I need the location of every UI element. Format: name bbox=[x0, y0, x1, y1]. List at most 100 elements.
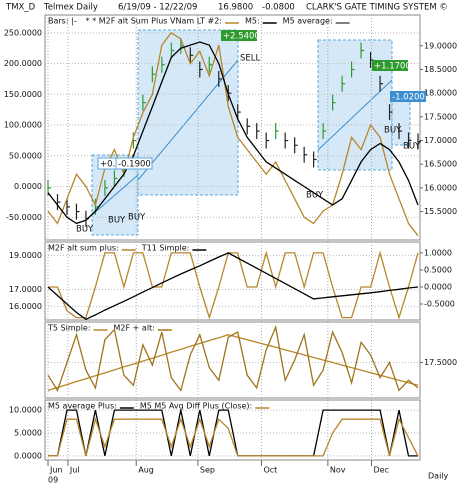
y2-tick-label: 16.0000 bbox=[424, 183, 457, 192]
y2-tick-label: 19.0000 bbox=[424, 41, 457, 50]
plots: Jun Jul Aug Sep Oct Nov Dec 09 Daily 250.0000 200.… bbox=[4, 15, 457, 485]
date-range: 6/19/09 - 12/22/09 bbox=[118, 3, 197, 13]
trade-box bbox=[317, 39, 393, 171]
y-tick-label: 200.0000 bbox=[4, 59, 42, 68]
trade-box bbox=[137, 29, 239, 196]
y-tick-label: 50.0000 bbox=[9, 151, 42, 160]
series-line bbox=[47, 334, 419, 392]
y2-tick-label: 1.0000 bbox=[424, 248, 452, 257]
price-bar bbox=[189, 47, 194, 64]
y-tick-label: 10.0000 bbox=[9, 406, 42, 415]
symbol: TMX_D bbox=[5, 3, 36, 13]
y2-tick-label: 17.5000 bbox=[424, 358, 457, 367]
annotation: BUY bbox=[306, 191, 324, 201]
price-bar bbox=[208, 56, 213, 73]
panel-frames bbox=[44, 14, 421, 461]
price-bar bbox=[388, 104, 393, 121]
price-bar bbox=[417, 133, 421, 150]
price-bar bbox=[265, 132, 270, 149]
series-line bbox=[48, 416, 419, 457]
y2-tick-label: 16.5000 bbox=[424, 160, 457, 169]
price-bar bbox=[407, 132, 412, 149]
price-bar bbox=[332, 94, 336, 111]
price-bar bbox=[170, 42, 175, 59]
x-year-label: 09 bbox=[48, 476, 58, 485]
panel-frame bbox=[44, 321, 421, 399]
y-tick-label: 0.0000 bbox=[14, 451, 42, 460]
panel-frame bbox=[44, 14, 421, 241]
legend-label: * * M2F alt Sum Plus VNam LT #2: bbox=[86, 17, 222, 26]
x-tick-label: Jun bbox=[49, 466, 63, 475]
annotation: SELL bbox=[240, 54, 261, 64]
header: TMX_D Telmex Daily 6/19/09 - 12/22/09 16… bbox=[5, 3, 448, 13]
annotation: BUY bbox=[384, 126, 402, 136]
price-bar bbox=[151, 66, 156, 83]
interval-label: Daily bbox=[428, 472, 449, 481]
legend-label: M5 average Plus: bbox=[48, 402, 117, 411]
price-bar bbox=[104, 179, 108, 196]
price-bar bbox=[294, 137, 298, 154]
y2-tick-label: 18.0000 bbox=[424, 89, 457, 98]
annotation: -1.0200 bbox=[392, 93, 425, 103]
price-bar bbox=[142, 94, 146, 111]
x-tick-label: Jul bbox=[69, 466, 80, 475]
annotation: BUY bbox=[76, 225, 94, 235]
instrument-name: Telmex Daily bbox=[43, 3, 98, 13]
annotation-box bbox=[372, 60, 408, 71]
x-tick-label: Nov bbox=[330, 466, 346, 475]
y-tick-label: 19.0000 bbox=[9, 251, 42, 260]
y-tick-label: 16.0000 bbox=[9, 302, 42, 311]
price-bar bbox=[398, 123, 403, 140]
series-line bbox=[48, 250, 419, 320]
annotations: +2.5400 SELL +0. -0.1900 BUY BUY BUY +1.… bbox=[76, 30, 426, 235]
annotation-box bbox=[390, 91, 426, 102]
annotation: BUY bbox=[128, 213, 146, 223]
legend-label: M2F + alt: bbox=[114, 324, 155, 333]
y-tick-label: 0.0000 bbox=[14, 182, 42, 191]
price-bar bbox=[284, 132, 289, 149]
y-tick-label: 150.0000 bbox=[4, 90, 42, 99]
x-tick-label: Oct bbox=[263, 466, 277, 475]
price-bar bbox=[275, 123, 279, 140]
trend-line bbox=[137, 59, 239, 181]
legend-label: Bars: |- bbox=[48, 17, 77, 26]
panel-frame bbox=[44, 241, 421, 321]
price-bar bbox=[132, 132, 137, 149]
price-bar bbox=[113, 170, 118, 187]
legend-label: M5 M5 Avg Diff Plus (Close): bbox=[140, 402, 252, 411]
x-tick-label: Dec bbox=[374, 466, 389, 475]
legend-label: M5: bbox=[245, 17, 260, 26]
price-bar bbox=[199, 61, 203, 78]
legend-label: M5 average: bbox=[283, 17, 333, 26]
y-tick-label: -50.0000 bbox=[6, 213, 42, 222]
legend-label: M2F alt sum plus: bbox=[48, 244, 119, 253]
legend-label: T11 Simple: bbox=[141, 244, 190, 253]
annotation: BUY bbox=[108, 216, 126, 226]
price-bar bbox=[246, 118, 251, 135]
y-tick-label: 250.0000 bbox=[4, 28, 42, 37]
last-price: 16.9800 bbox=[218, 3, 253, 13]
price-bar bbox=[341, 75, 346, 92]
y2-tick-label: 18.5000 bbox=[424, 65, 457, 74]
price-bar bbox=[75, 203, 80, 220]
series-line bbox=[47, 324, 419, 392]
y-tick-label: 5.0000 bbox=[14, 428, 42, 437]
y2-tick-label: 0.5000 bbox=[424, 265, 452, 274]
annotation: -0.1900 bbox=[118, 160, 151, 170]
legend-label: T5 Simple: bbox=[47, 324, 91, 333]
price-bar bbox=[66, 198, 70, 215]
annotation: +1.1700 bbox=[374, 62, 411, 72]
system-name: CLARK'S GATE TIMING SYSTEM © bbox=[306, 3, 448, 13]
price-bar bbox=[56, 194, 61, 211]
price-bar bbox=[360, 42, 365, 59]
y2-tick-label: 17.0000 bbox=[424, 136, 457, 145]
price-bar bbox=[256, 123, 260, 140]
trend-line bbox=[91, 174, 139, 216]
price-bar bbox=[161, 56, 165, 73]
y2-tick-label: 17.5000 bbox=[424, 112, 457, 121]
annotation: +0. bbox=[100, 160, 115, 170]
x-tick-label: Aug bbox=[138, 466, 154, 475]
y2-tick-label: -0.5000 bbox=[424, 299, 455, 308]
y2-tick-label: 15.5000 bbox=[424, 207, 457, 216]
